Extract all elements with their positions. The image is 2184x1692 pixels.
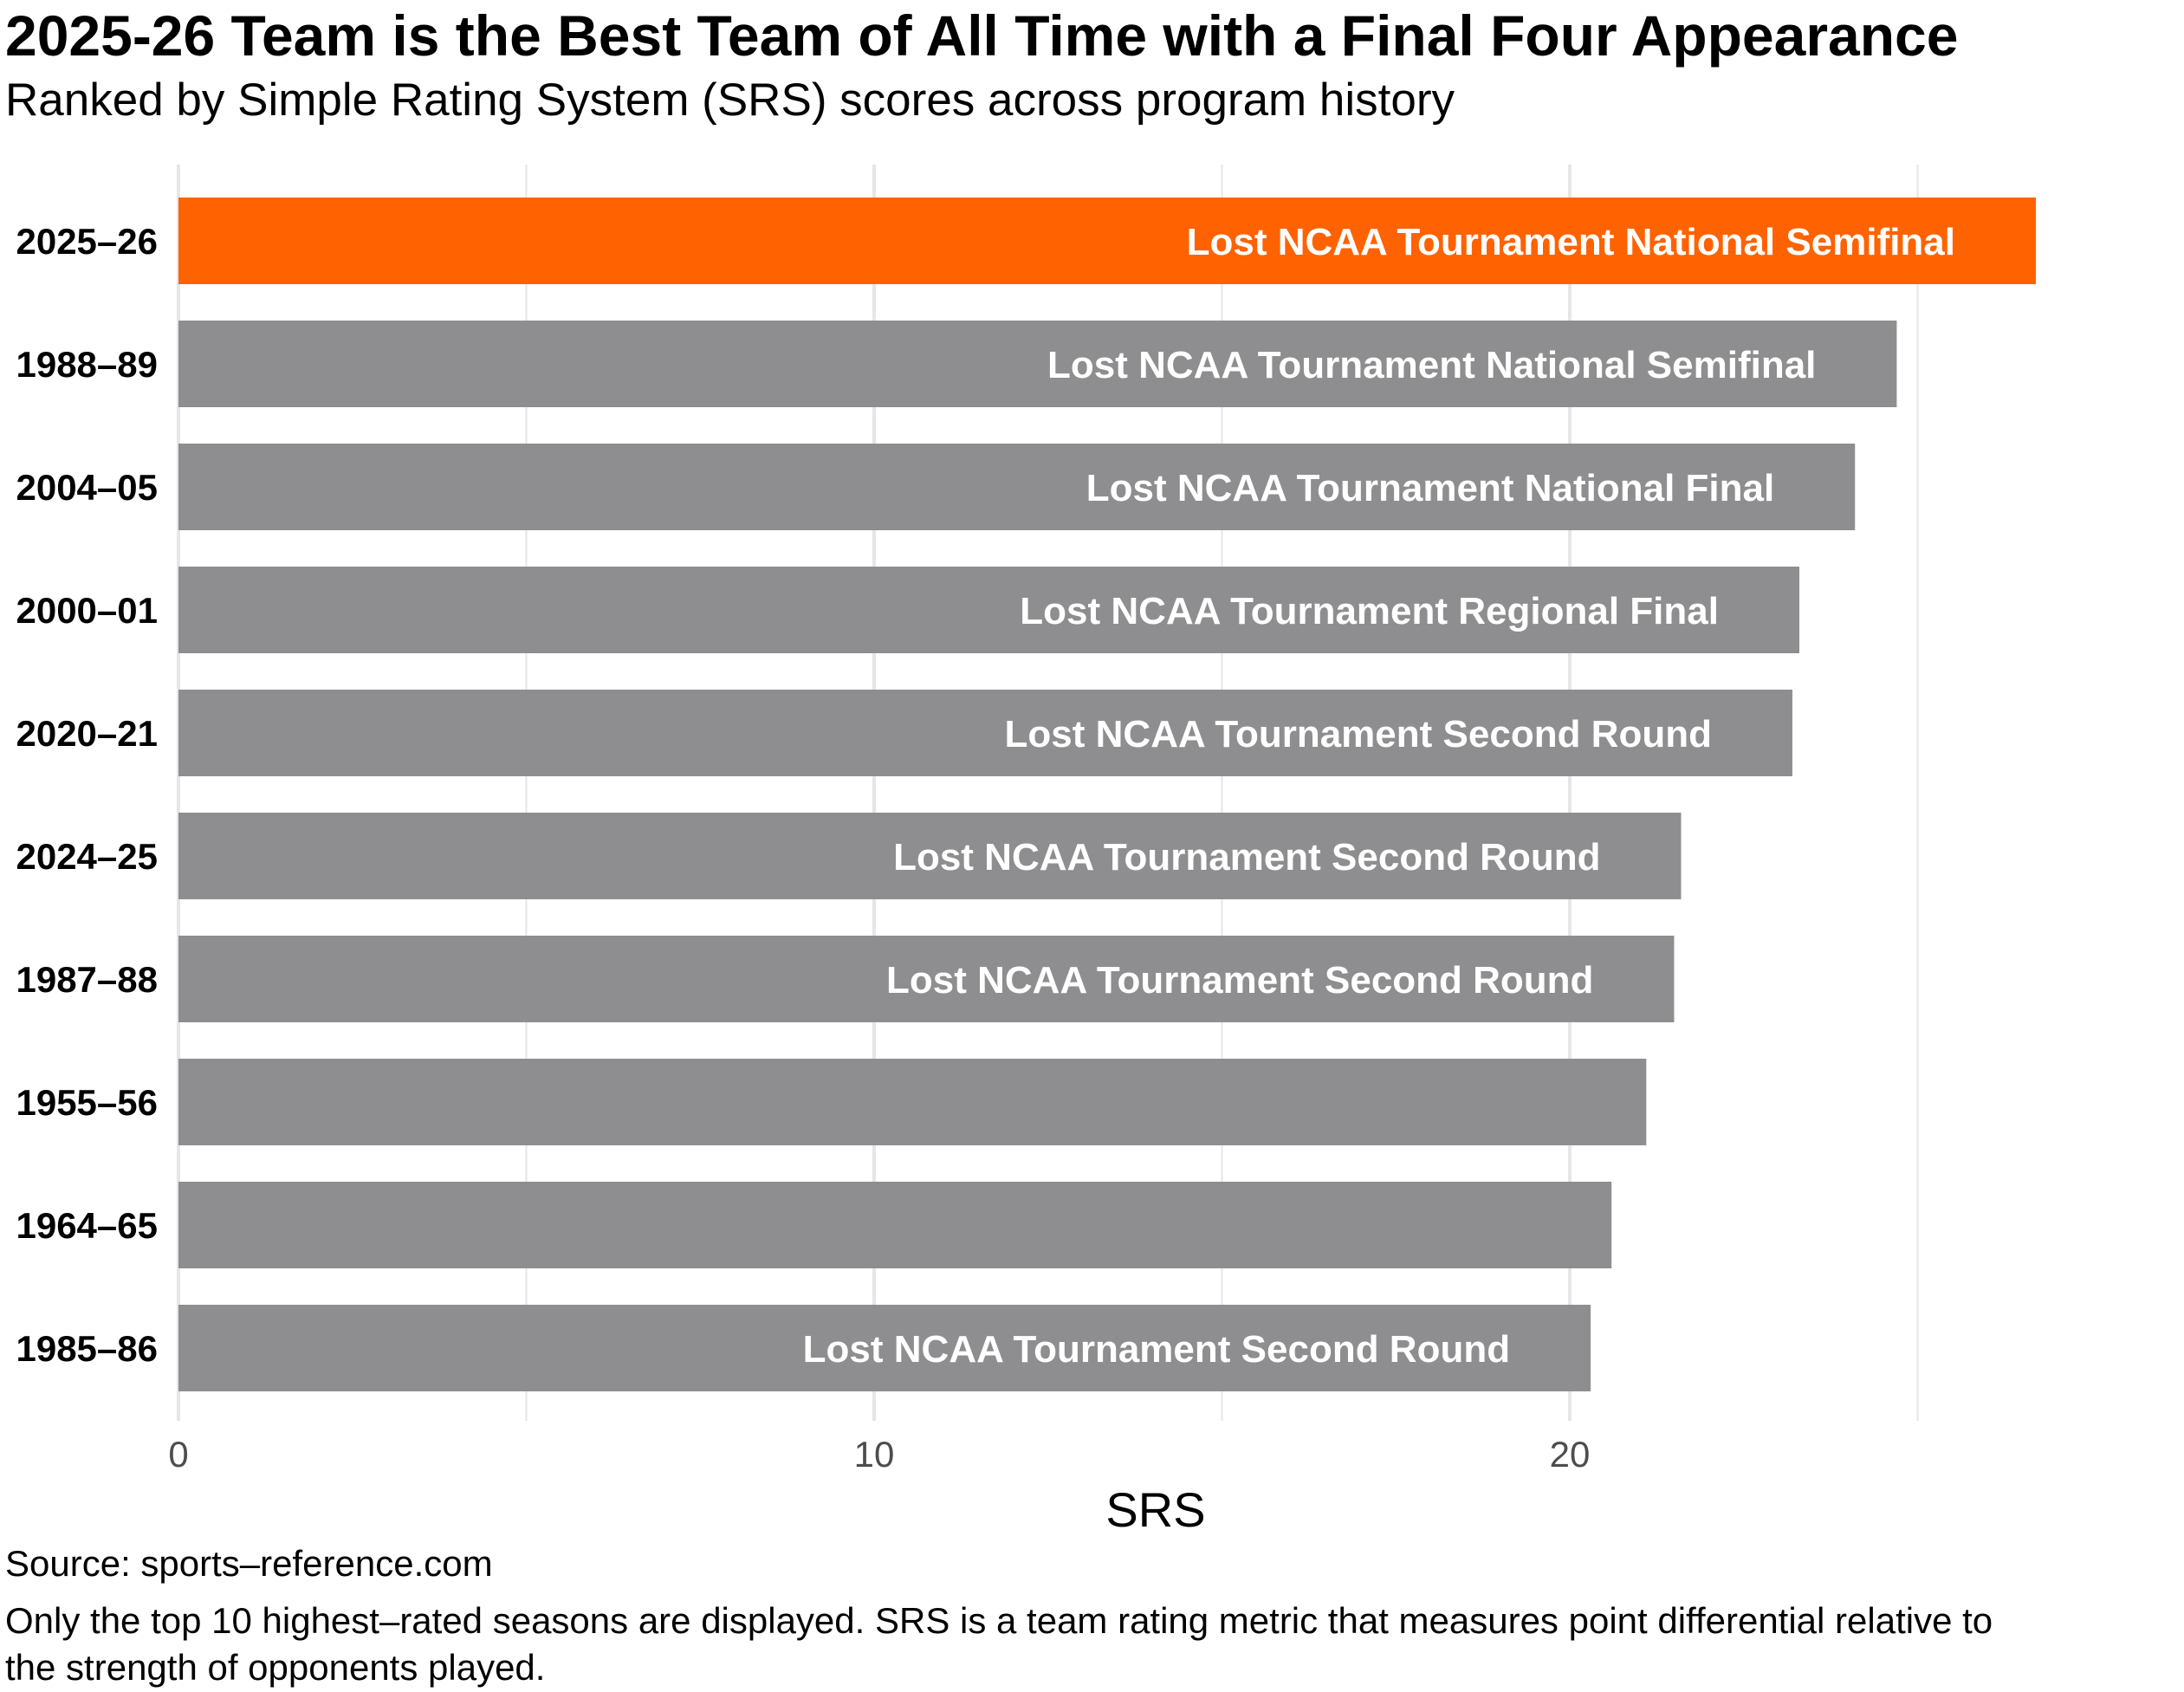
bar-2000–01 (178, 567, 1799, 653)
bar-label: Lost NCAA Tournament Second Round (803, 1328, 1510, 1371)
bar-2004–05 (178, 444, 1856, 530)
bar-label: Lost NCAA Tournament National Semifinal (1047, 344, 1816, 386)
caption-line: the strength of opponents played. (5, 1647, 546, 1688)
bar-1988–89 (178, 321, 1897, 407)
category-labels: 2025–26 1988–89 2004–05 2000–01 2020–21 2024–… (16, 221, 158, 1369)
bar-1987–88 (178, 936, 1675, 1022)
category-label: 2004–05 (16, 467, 158, 508)
bar-1955–56 (178, 1059, 1647, 1145)
bar-2025–26 (178, 198, 2037, 284)
bars: Lost NCAA Tournament National Semifinal L… (178, 198, 2037, 1391)
chart-title: 2025-26 Team is the Best Team of All Tim… (5, 3, 1959, 68)
bar-chart-plot: Lost NCAA Tournament National Semifinal L… (16, 165, 2037, 1533)
x-axis-ticks: 0 10 20 (168, 1434, 1590, 1475)
bar-1985–86 (178, 1305, 1591, 1391)
bar-label: Lost NCAA Tournament Regional Final (1020, 590, 1719, 632)
x-axis-title: SRS (1105, 1482, 1205, 1533)
x-tick-label: 10 (854, 1434, 895, 1475)
category-label: 1964–65 (16, 1205, 158, 1246)
bar-2020–21 (178, 690, 1792, 776)
bar-label: Lost NCAA Tournament Second Round (886, 959, 1593, 1002)
category-label: 1985–86 (16, 1328, 158, 1369)
source-note: Source: sports–reference.com (5, 1543, 493, 1584)
chart-subtitle: Ranked by Simple Rating System (SRS) sco… (5, 75, 1455, 126)
category-label: 1987–88 (16, 959, 158, 1000)
category-label: 2025–26 (16, 221, 158, 262)
category-label: 1988–89 (16, 344, 158, 385)
caption-line: Only the top 10 highest–rated seasons ar… (5, 1600, 1993, 1641)
category-label: 2024–25 (16, 836, 158, 877)
x-tick-label: 20 (1550, 1434, 1591, 1475)
category-label: 2020–21 (16, 713, 158, 754)
category-label: 1955–56 (16, 1082, 158, 1123)
bar-label: Lost NCAA Tournament Second Round (1005, 713, 1712, 755)
category-label: 2000–01 (16, 590, 158, 631)
bar-label: Lost NCAA Tournament Second Round (893, 836, 1600, 878)
bar-2024–25 (178, 813, 1682, 899)
bar-label: Lost NCAA Tournament National Semifinal (1187, 221, 1955, 263)
bar-label: Lost NCAA Tournament National Final (1086, 467, 1774, 509)
x-tick-label: 0 (168, 1434, 188, 1475)
bar-1964–65 (178, 1182, 1612, 1268)
